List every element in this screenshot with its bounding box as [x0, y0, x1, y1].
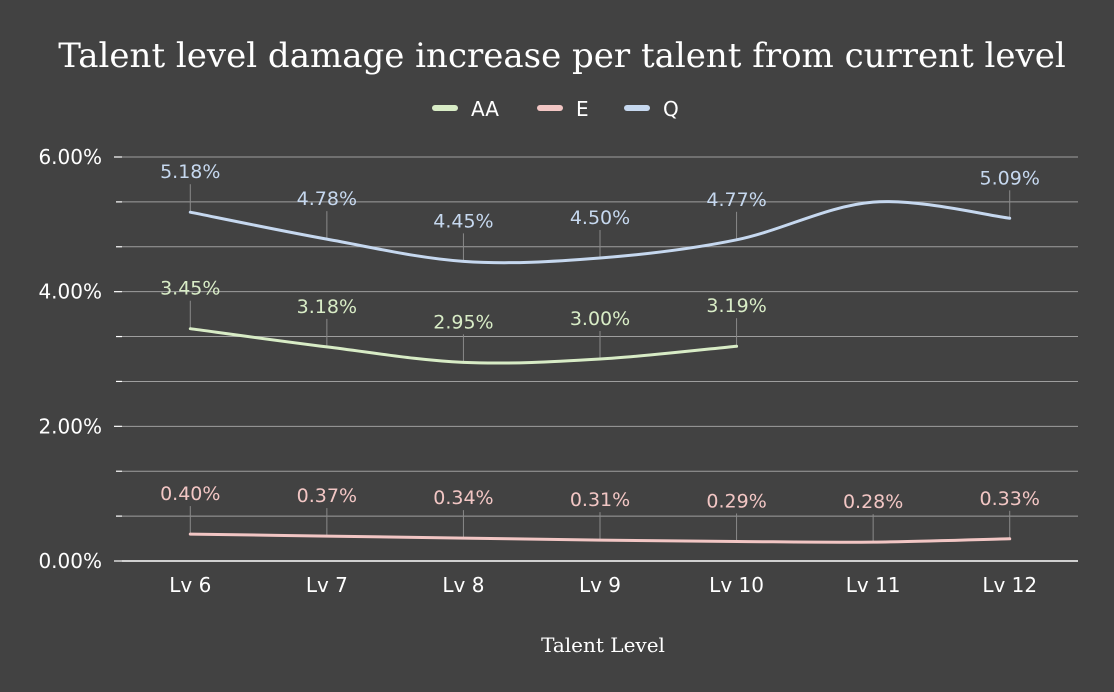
y-tick-label: 0.00% [38, 549, 102, 573]
data-label-aa: 3.45% [160, 278, 220, 300]
series-line-q [188, 200, 1012, 265]
legend-swatch-e [537, 105, 563, 111]
y-axis: 0.00% 2.00% 4.00% 6.00% [38, 145, 102, 573]
x-tick-label: Lv 12 [982, 573, 1037, 597]
data-label-e: 0.31% [570, 489, 630, 511]
data-label-e: 0.29% [706, 490, 766, 512]
chart-title: Talent level damage increase per talent … [58, 36, 1065, 76]
data-label-e: 0.28% [843, 491, 903, 513]
x-tick-label: Lv 6 [169, 573, 211, 597]
data-label-q: 4.50% [570, 207, 630, 229]
data-label-q: 5.09% [980, 167, 1040, 189]
data-label-e: 0.40% [160, 483, 220, 505]
data-label-q: 4.78% [297, 188, 357, 210]
series-line-e [188, 532, 1012, 544]
y-tick-label: 2.00% [38, 414, 102, 438]
data-label-e: 0.33% [980, 488, 1040, 510]
data-label-aa: 3.18% [297, 296, 357, 318]
legend-label-q: Q [663, 97, 679, 121]
data-label-aa: 3.19% [706, 295, 766, 317]
x-axis: Lv 6 Lv 7 Lv 8 Lv 9 Lv 10 Lv 11 Lv 12 [169, 573, 1037, 597]
y-tick-label: 4.00% [38, 280, 102, 304]
legend: AA E Q [432, 97, 679, 121]
legend-swatch-aa [432, 105, 458, 111]
y-tick-label: 6.00% [38, 145, 102, 169]
data-label-aa: 3.00% [570, 308, 630, 330]
data-label-q: 4.45% [433, 210, 493, 232]
x-axis-title: Talent Level [541, 633, 665, 657]
data-label-e: 0.37% [297, 485, 357, 507]
legend-swatch-q [624, 105, 650, 111]
data-label-q: 5.18% [160, 161, 220, 183]
label-leaders [189, 184, 1011, 543]
series-lines [188, 200, 1012, 544]
series-line-aa [188, 327, 739, 365]
data-labels: 3.45% 3.18% 2.95% 3.00% 3.19% 0.40% 0.37% 0.34%… [160, 161, 1040, 513]
legend-label-e: E [576, 97, 589, 121]
data-label-aa: 2.95% [433, 311, 493, 333]
x-tick-label: Lv 11 [846, 573, 901, 597]
gridlines [114, 156, 1078, 562]
x-tick-label: Lv 9 [579, 573, 621, 597]
x-tick-label: Lv 8 [442, 573, 484, 597]
x-tick-label: Lv 10 [709, 573, 764, 597]
x-tick-label: Lv 7 [306, 573, 348, 597]
legend-label-aa: AA [471, 97, 499, 121]
data-label-q: 4.77% [706, 189, 766, 211]
data-label-e: 0.34% [433, 487, 493, 509]
